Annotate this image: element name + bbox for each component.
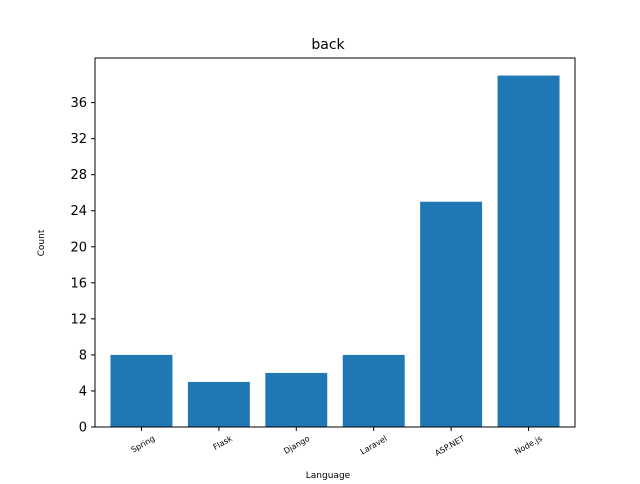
y-tick-label: 36 <box>70 96 87 111</box>
chart-title: back <box>311 37 345 53</box>
y-tick-label: 32 <box>70 132 87 147</box>
plot-frame <box>94 57 576 428</box>
x-tick-label: Django <box>282 434 311 456</box>
y-tick-label: 0 <box>79 421 87 436</box>
x-tick-label: ASP.NET <box>433 434 466 458</box>
bar-flask <box>187 381 250 427</box>
y-tick-label: 16 <box>70 276 87 291</box>
x-axis: Spring Flask Django Laravel ASP.NET Node.js <box>130 427 544 458</box>
y-tick-label: 24 <box>70 204 87 219</box>
x-tick-label: Flask <box>212 434 235 452</box>
bar-node-js <box>497 75 560 427</box>
x-tick-label: Node.js <box>513 434 543 457</box>
x-tick-label: Laravel <box>359 434 389 457</box>
y-tick-label: 12 <box>70 312 87 327</box>
bar-spring <box>110 354 173 427</box>
y-axis-label: Count <box>37 229 47 256</box>
bar-django <box>265 372 328 427</box>
bar-laravel <box>342 354 405 427</box>
y-axis: 0 4 8 12 16 20 24 28 32 36 <box>70 96 95 436</box>
y-tick-label: 8 <box>79 348 87 363</box>
x-tick-label: Spring <box>130 434 157 455</box>
y-tick-label: 20 <box>70 240 87 255</box>
bars-group <box>110 75 560 427</box>
y-tick-label: 28 <box>70 168 87 183</box>
x-axis-label: Language <box>306 471 351 480</box>
bar-asp-net <box>420 201 483 427</box>
y-tick-label: 4 <box>79 384 87 399</box>
